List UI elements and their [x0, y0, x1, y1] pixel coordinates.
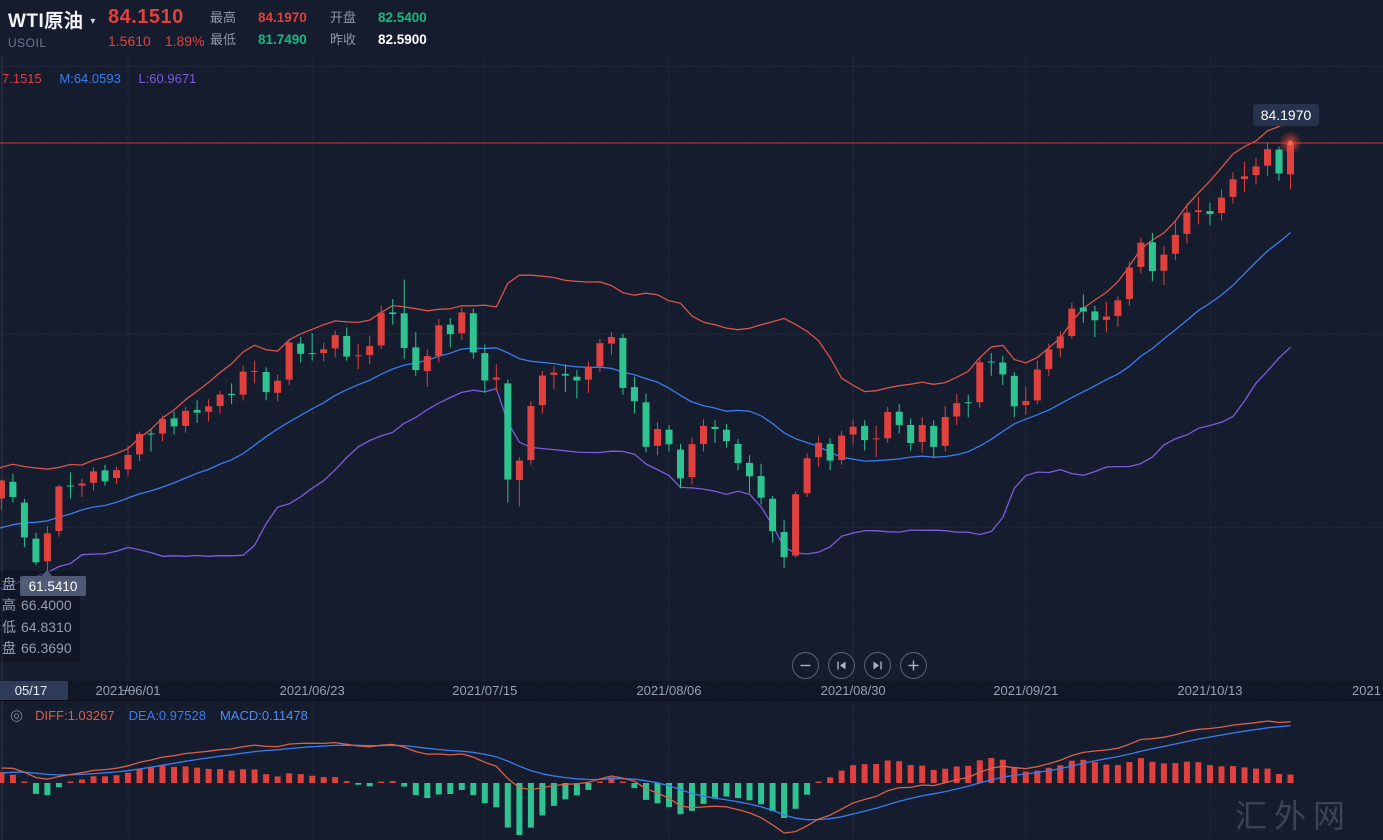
- pane-divider: [0, 700, 1383, 701]
- macd-chart[interactable]: [0, 701, 1383, 840]
- macd-diff-value: DIFF:1.03267: [35, 707, 115, 723]
- stat-label-open: 开盘: [330, 10, 357, 25]
- price-change: 1.5610: [108, 33, 151, 49]
- quote-header: WTI原油 ▾ USOIL 84.1510 1.5610 1.89% 最高 84.…: [0, 0, 1383, 55]
- target-icon[interactable]: ◎: [10, 707, 24, 724]
- tip-low-label: 低: [2, 618, 16, 635]
- skip-to-end-icon: [871, 659, 884, 672]
- tip-low-value: 64.8310: [21, 618, 72, 635]
- tip-high-value: 66.4000: [21, 597, 72, 614]
- crosshair-date-label: 05/17: [0, 681, 68, 700]
- zoom-out-button[interactable]: [792, 652, 819, 679]
- stat-value-open: 82.5400: [378, 10, 427, 25]
- gridlines: [0, 55, 1383, 681]
- stat-label-high: 最高: [210, 10, 237, 25]
- chart-nav-buttons: [792, 652, 927, 679]
- axis-edge-label: 2021: [1352, 683, 1381, 698]
- axis-tick: 2021/09/21: [993, 683, 1059, 698]
- boll-upper-value: 7.1515: [2, 71, 42, 86]
- boll-indicator-readout: 7.1515 M:64.0593 L:60.9671: [2, 71, 196, 86]
- axis-tick: 2021/06/23: [279, 683, 345, 698]
- skip-to-start-icon: [835, 659, 848, 672]
- tip-open-label: 盘: [2, 575, 16, 592]
- stat-value-low: 81.7490: [258, 32, 307, 47]
- macd-histogram: [0, 758, 1294, 835]
- price-change-pct: 1.89%: [164, 33, 205, 49]
- boll-lower-value: L:60.9671: [138, 71, 197, 86]
- symbol-code: USOIL: [8, 36, 47, 50]
- crosshair-ohlc-tooltip: 盘65.4250 高66.4000 低64.8310 盘66.3690: [0, 571, 80, 662]
- minus-icon: [799, 659, 812, 672]
- axis-tick: 2021/08/06: [636, 683, 702, 698]
- axis-tick: 2021/08/30: [820, 683, 886, 698]
- macd-hist-value: MACD:0.11478: [219, 707, 308, 723]
- axis-tick: 2021/07/15: [452, 683, 518, 698]
- tip-close-label: 盘: [2, 640, 16, 657]
- boll-mid-value: M:64.0593: [59, 71, 121, 86]
- candles: [0, 142, 1294, 572]
- plus-icon: [907, 659, 920, 672]
- axis-tick: 2021/06/01: [95, 683, 161, 698]
- collapsed-toolbar-handle[interactable]: —: [122, 682, 135, 697]
- jump-to-start-button[interactable]: [828, 652, 855, 679]
- macd-indicator-readout: ◎ DIFF:1.03267 DEA:0.97528 MACD:0.11478: [10, 706, 308, 724]
- stat-label-prev-close: 昨收: [330, 32, 357, 47]
- stat-value-high: 84.1970: [258, 10, 307, 25]
- chevron-down-icon: ▾: [90, 15, 96, 27]
- stat-value-prev-close: 82.5900: [378, 32, 427, 47]
- last-price: 84.1510: [108, 6, 184, 28]
- macd-dea-value: DEA:0.97528: [128, 707, 206, 723]
- ohlc-stats: 最高 84.1970 开盘 82.5400 最低 81.7490 昨收 82.5…: [210, 9, 450, 53]
- tip-close-value: 66.3690: [21, 640, 72, 657]
- symbol-selector[interactable]: WTI原油 ▾ USOIL: [8, 6, 95, 50]
- x-axis: 05/17 — 2021 2021/06/01 2021/06/23 2021/07…: [0, 681, 1383, 701]
- axis-tick: 2021/10/13: [1177, 683, 1243, 698]
- price-block: 84.1510 1.5610 1.89%: [108, 6, 219, 49]
- symbol-name: WTI原油: [8, 11, 84, 32]
- stat-label-low: 最低: [210, 32, 237, 47]
- tip-high-label: 高: [2, 597, 16, 614]
- zoom-in-button[interactable]: [900, 652, 927, 679]
- jump-to-end-button[interactable]: [864, 652, 891, 679]
- candlestick-chart[interactable]: [0, 55, 1383, 681]
- latest-price-tooltip: 84.1970: [1253, 104, 1319, 126]
- watermark: 汇外网: [1235, 798, 1353, 834]
- low-price-badge: 61.5410: [20, 570, 86, 596]
